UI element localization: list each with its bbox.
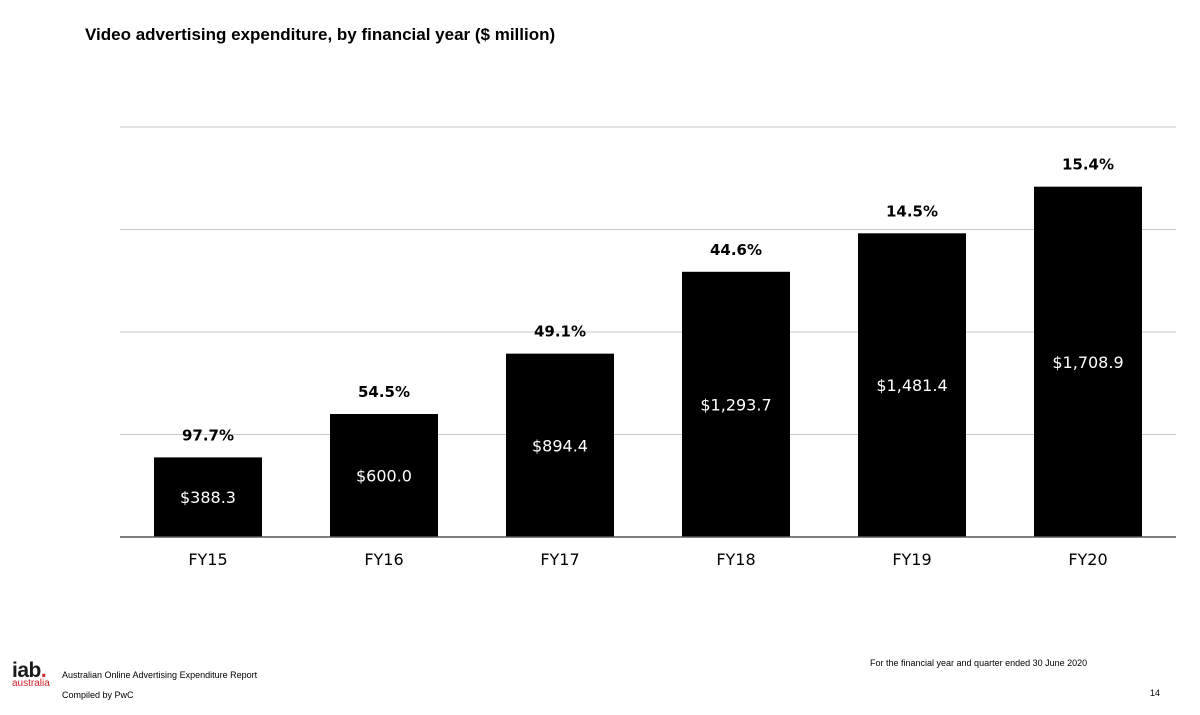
iab-australia-logo: iab. australia (12, 660, 54, 689)
logo-subtitle: australia (12, 678, 50, 689)
bar (682, 271, 790, 537)
page-number: 14 (1150, 688, 1161, 698)
compiled-by: Compiled by PwC (62, 690, 134, 700)
growth-rate-label: 44.6% (710, 241, 762, 259)
x-tick-label: FY20 (1068, 550, 1107, 569)
x-tick-label: FY18 (716, 550, 755, 569)
x-tick-label: FY16 (364, 550, 403, 569)
report-name: Australian Online Advertising Expenditur… (62, 670, 258, 680)
bar (858, 233, 966, 538)
report-period-note: For the financial year and quarter ended… (870, 658, 1088, 668)
growth-rate-label: 54.5% (358, 383, 410, 401)
bar-chart: $388.3 97.7% FY15 $600.0 54.5% FY16 $894.4 49.1… (120, 126, 1176, 569)
logo-wordmark: iab. (12, 659, 47, 682)
bar-value-label: $1,481.4 (876, 376, 947, 395)
bar-value-label: $1,293.7 (700, 395, 771, 414)
bar (330, 414, 438, 537)
chart-title: Video advertising expenditure, by financ… (85, 25, 556, 44)
bar (506, 353, 614, 537)
bar (154, 457, 262, 537)
growth-rate-label: 15.4% (1062, 156, 1114, 174)
x-tick-label: FY15 (188, 550, 227, 569)
growth-rate-label: 14.5% (886, 202, 938, 220)
bar (1034, 186, 1142, 537)
x-tick-label: FY19 (892, 550, 931, 569)
growth-rate-label: 97.7% (182, 426, 234, 444)
growth-rate-label: 49.1% (534, 323, 586, 341)
bar-value-label: $1,708.9 (1052, 353, 1123, 372)
bar-value-label: $388.3 (180, 488, 236, 507)
bar-value-label: $600.0 (356, 467, 412, 486)
x-tick-label: FY17 (540, 550, 579, 569)
bar-value-label: $894.4 (532, 436, 588, 455)
